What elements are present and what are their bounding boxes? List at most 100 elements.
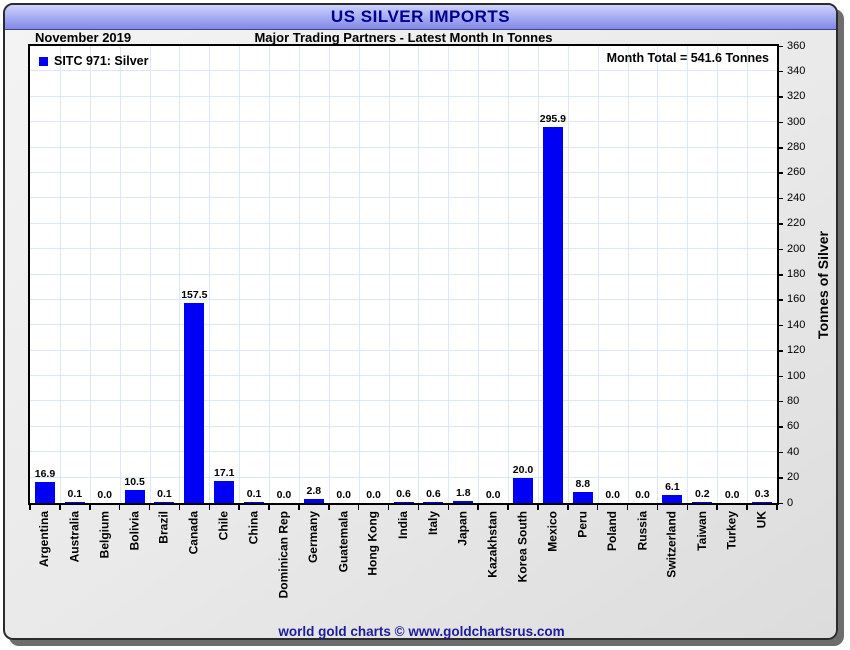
v-gridline (448, 46, 450, 503)
v-gridline (179, 46, 181, 503)
month-total-label: Month Total = 541.6 Tonnes (606, 51, 769, 65)
x-tick-label: Guatemala (336, 511, 351, 573)
y-tick-label: 200 (787, 242, 806, 255)
y-tick-label: 140 (787, 318, 806, 331)
y-tick-label: 360 (787, 39, 806, 52)
y-tick-label: 340 (787, 64, 806, 77)
v-gridline (537, 46, 539, 503)
bar-value-label: 0.0 (485, 489, 501, 501)
bar-value-label: 0.0 (724, 489, 740, 501)
y-tick-label: 0 (787, 496, 794, 509)
x-tick (716, 503, 718, 510)
v-gridline (89, 46, 91, 503)
x-tick-label: Peru (575, 511, 590, 538)
x-tick (268, 503, 270, 510)
h-gridline (30, 95, 777, 97)
v-gridline (358, 46, 360, 503)
x-tick (118, 503, 121, 510)
y-tick (778, 375, 783, 378)
x-tick (507, 503, 509, 510)
x-tick-label: Kazakhstan (485, 511, 500, 578)
h-gridline (30, 476, 777, 478)
y-tick (778, 121, 783, 124)
period-label: November 2019 (35, 30, 132, 45)
x-tick (357, 503, 360, 510)
bar (423, 502, 444, 503)
v-gridline (687, 46, 689, 503)
bar (34, 482, 55, 503)
x-tick (656, 503, 659, 510)
x-tick-label: Hong Kong (366, 511, 381, 576)
v-gridline (597, 46, 599, 503)
y-tick-label: 60 (787, 420, 800, 433)
bar (752, 502, 773, 503)
h-gridline (30, 425, 777, 427)
bar-value-label: 20.0 (512, 464, 534, 476)
h-gridline (30, 298, 777, 300)
x-tick (596, 503, 599, 510)
v-gridline (717, 46, 719, 503)
bar-value-label: 295.9 (539, 113, 567, 125)
x-tick-label: Bolivia (127, 511, 142, 551)
bar-value-label: 2.8 (306, 485, 322, 497)
y-tick (778, 324, 783, 327)
x-tick (387, 503, 390, 510)
x-tick-label: Argentina (37, 511, 52, 568)
x-tick (328, 503, 330, 510)
x-tick-label: Australia (67, 511, 82, 563)
x-tick (567, 503, 569, 510)
v-gridline (478, 46, 480, 503)
v-gridline (418, 46, 420, 503)
v-gridline (508, 46, 510, 503)
bar-value-label: 0.1 (246, 488, 262, 500)
bar-value-label: 10.5 (124, 476, 145, 488)
x-tick-label: Italy (425, 511, 440, 536)
bar-value-label: 0.0 (635, 489, 650, 501)
h-gridline (30, 273, 777, 275)
bar (692, 502, 713, 503)
bar-value-label: 1.8 (455, 487, 471, 499)
legend-label: SITC 971: Silver (54, 54, 149, 68)
bar-value-label: 0.0 (605, 489, 620, 501)
bar (513, 478, 534, 503)
v-gridline (59, 46, 61, 503)
y-tick-label: 100 (787, 369, 806, 382)
y-tick-label: 220 (787, 217, 806, 230)
footer-credit: world gold charts © www.goldchartsrus.co… (278, 624, 565, 639)
bar-value-label: 0.0 (276, 489, 292, 501)
bar-value-label: 0.0 (366, 489, 381, 501)
x-tick-label: Korea South (515, 511, 530, 583)
v-gridline (627, 46, 629, 503)
bar-value-label: 16.9 (34, 468, 56, 480)
bar-value-label: 0.6 (396, 488, 411, 500)
x-tick (626, 503, 629, 510)
y-tick (778, 70, 783, 73)
subheader-row: Major Trading Partners - Latest Month In… (0, 30, 850, 46)
y-tick (778, 350, 783, 352)
y-tick-label: 120 (787, 344, 806, 357)
x-tick-label: Canada (186, 511, 201, 555)
v-gridline (269, 46, 271, 503)
bar (542, 127, 563, 503)
bar (244, 502, 265, 503)
y-tick-label: 80 (787, 394, 800, 407)
y-axis-title: Tonnes of Silver (815, 231, 831, 339)
bar-value-label: 17.1 (214, 467, 235, 479)
v-gridline (657, 46, 659, 503)
x-tick-label: India (396, 511, 410, 540)
bar (214, 481, 235, 503)
y-tick-label: 160 (787, 293, 806, 306)
x-tick (178, 503, 181, 510)
y-tick-label: 320 (787, 90, 806, 103)
x-tick-label: UK (754, 511, 769, 529)
plot-area: SITC 971: Silver Month Total = 541.6 Ton… (28, 44, 779, 505)
bar-value-label: 0.6 (426, 488, 441, 500)
legend-swatch-icon (39, 56, 48, 66)
x-tick (746, 503, 748, 510)
x-tick-label: Taiwan (694, 511, 709, 551)
y-tick (778, 400, 783, 403)
v-gridline (119, 46, 121, 503)
y-tick (778, 502, 783, 504)
y-tick (778, 147, 783, 149)
v-gridline (149, 46, 151, 503)
